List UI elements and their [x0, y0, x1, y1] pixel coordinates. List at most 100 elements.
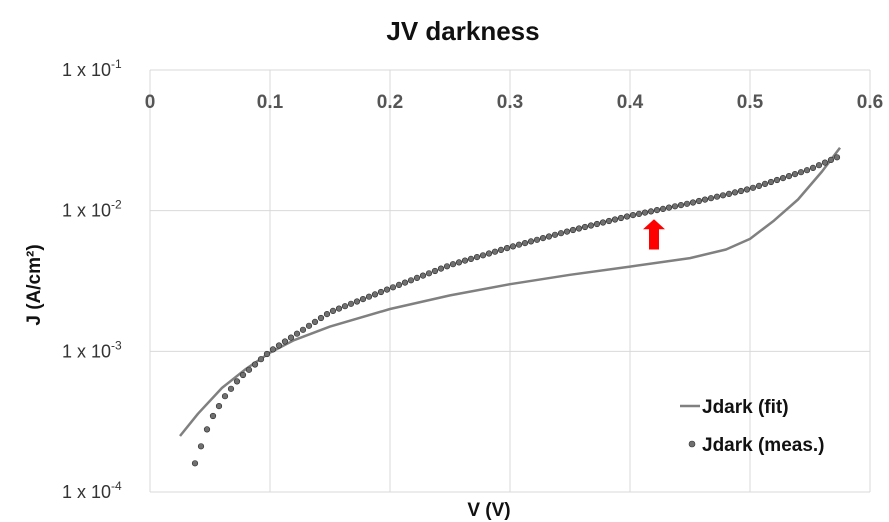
- y-tick-label: 1 x 10-1: [62, 57, 122, 80]
- data-point-jdark-meas: [755, 182, 763, 189]
- data-point-jdark-meas: [269, 346, 277, 353]
- data-point-jdark-meas: [551, 231, 559, 238]
- data-point-jdark-meas: [599, 219, 607, 226]
- data-point-jdark-meas: [461, 257, 469, 264]
- plot-area: [179, 147, 841, 467]
- x-tick-label: 0.5: [737, 92, 764, 113]
- data-point-jdark-meas: [581, 223, 589, 231]
- data-point-jdark-meas: [353, 298, 361, 305]
- data-point-jdark-meas: [635, 210, 643, 217]
- data-point-jdark-meas: [509, 243, 517, 250]
- data-point-jdark-meas: [797, 169, 805, 176]
- data-point-jdark-meas: [689, 199, 697, 206]
- data-point-jdark-meas: [191, 460, 199, 467]
- data-point-jdark-meas: [767, 178, 775, 186]
- data-point-jdark-meas: [611, 216, 619, 223]
- data-point-jdark-meas: [407, 277, 415, 284]
- series-line-jdark-fit: [179, 147, 841, 437]
- data-point-jdark-meas: [365, 293, 373, 300]
- data-point-jdark-meas: [629, 212, 637, 219]
- data-point-jdark-meas: [491, 248, 499, 255]
- data-point-jdark-meas: [653, 207, 661, 214]
- data-point-jdark-meas: [215, 403, 223, 410]
- x-axis-label: V (V): [467, 500, 510, 521]
- chart-title: JV darkness: [386, 16, 539, 46]
- data-point-jdark-meas: [527, 238, 535, 245]
- data-point-jdark-meas: [299, 326, 307, 333]
- data-point-jdark-meas: [227, 385, 235, 392]
- data-point-jdark-meas: [587, 222, 595, 229]
- data-point-jdark-meas: [377, 288, 385, 296]
- data-point-jdark-meas: [233, 378, 241, 385]
- data-point-jdark-meas: [281, 338, 289, 345]
- data-point-jdark-meas: [761, 180, 769, 187]
- data-point-jdark-meas: [737, 187, 745, 195]
- legend: Jdark (fit) Jdark (meas.): [680, 397, 825, 456]
- data-point-jdark-meas: [743, 186, 751, 193]
- y-tick-label: 1 x 10-4: [62, 479, 122, 502]
- data-point-jdark-meas: [647, 208, 655, 215]
- data-point-jdark-meas: [701, 196, 709, 203]
- y-tick-label: 1 x 10-3: [62, 338, 122, 361]
- x-tick-label: 0: [145, 92, 156, 113]
- data-point-jdark-meas: [293, 330, 301, 337]
- data-point-jdark-meas: [719, 192, 727, 199]
- data-point-jdark-meas: [467, 255, 475, 263]
- data-point-jdark-meas: [503, 245, 511, 252]
- data-point-jdark-meas: [833, 154, 841, 161]
- data-point-jdark-meas: [431, 267, 439, 275]
- data-point-jdark-meas: [725, 190, 733, 197]
- data-point-jdark-meas: [311, 318, 319, 326]
- data-point-jdark-meas: [641, 209, 649, 216]
- data-point-jdark-meas: [683, 200, 691, 207]
- data-point-jdark-meas: [323, 311, 331, 318]
- grid: [149, 69, 871, 493]
- data-point-jdark-meas: [443, 263, 451, 270]
- data-point-jdark-meas: [257, 356, 265, 363]
- data-point-jdark-meas: [659, 205, 667, 212]
- data-point-jdark-meas: [533, 236, 541, 243]
- data-point-jdark-meas: [449, 261, 457, 268]
- x-tick-label: 0.3: [497, 92, 523, 113]
- x-tick-label: 0.1: [257, 92, 284, 113]
- data-point-jdark-meas: [401, 279, 409, 286]
- data-point-jdark-meas: [425, 270, 433, 277]
- x-tick-label: 0.2: [377, 92, 403, 113]
- data-point-jdark-meas: [605, 217, 613, 225]
- data-point-jdark-meas: [245, 366, 253, 373]
- data-point-jdark-meas: [671, 203, 679, 210]
- data-point-jdark-meas: [473, 254, 481, 261]
- data-point-jdark-meas: [347, 300, 355, 307]
- data-point-jdark-meas: [335, 305, 343, 312]
- x-tick-label: 0.6: [857, 92, 883, 113]
- legend-label-fit: Jdark (fit): [702, 397, 789, 418]
- data-point-jdark-meas: [251, 361, 259, 368]
- data-point-jdark-meas: [287, 334, 295, 341]
- data-point-jdark-meas: [779, 175, 787, 182]
- data-point-jdark-meas: [341, 303, 349, 310]
- data-point-jdark-meas: [497, 246, 505, 253]
- data-point-jdark-meas: [821, 159, 829, 166]
- data-point-jdark-meas: [389, 284, 397, 291]
- data-point-jdark-meas: [437, 265, 445, 272]
- data-point-jdark-meas: [617, 214, 625, 222]
- data-point-jdark-meas: [221, 393, 229, 400]
- up-arrow-icon: [643, 219, 665, 250]
- data-point-jdark-meas: [809, 164, 817, 171]
- annotation-arrow: [643, 219, 665, 250]
- data-point-jdark-meas: [413, 274, 421, 282]
- legend-label-meas: Jdark (meas.): [702, 435, 825, 456]
- x-tick-label: 0.4: [617, 92, 644, 113]
- data-point-jdark-meas: [317, 314, 325, 322]
- data-point-jdark-meas: [539, 235, 547, 242]
- data-point-jdark-meas: [545, 233, 553, 240]
- data-point-jdark-meas: [455, 259, 463, 266]
- data-point-jdark-meas: [803, 167, 811, 174]
- data-point-jdark-meas: [731, 189, 739, 196]
- data-point-jdark-meas: [707, 195, 715, 202]
- data-point-jdark-meas: [371, 291, 379, 298]
- data-point-jdark-meas: [749, 184, 757, 191]
- data-point-jdark-meas: [239, 371, 247, 379]
- data-point-jdark-meas: [677, 202, 685, 209]
